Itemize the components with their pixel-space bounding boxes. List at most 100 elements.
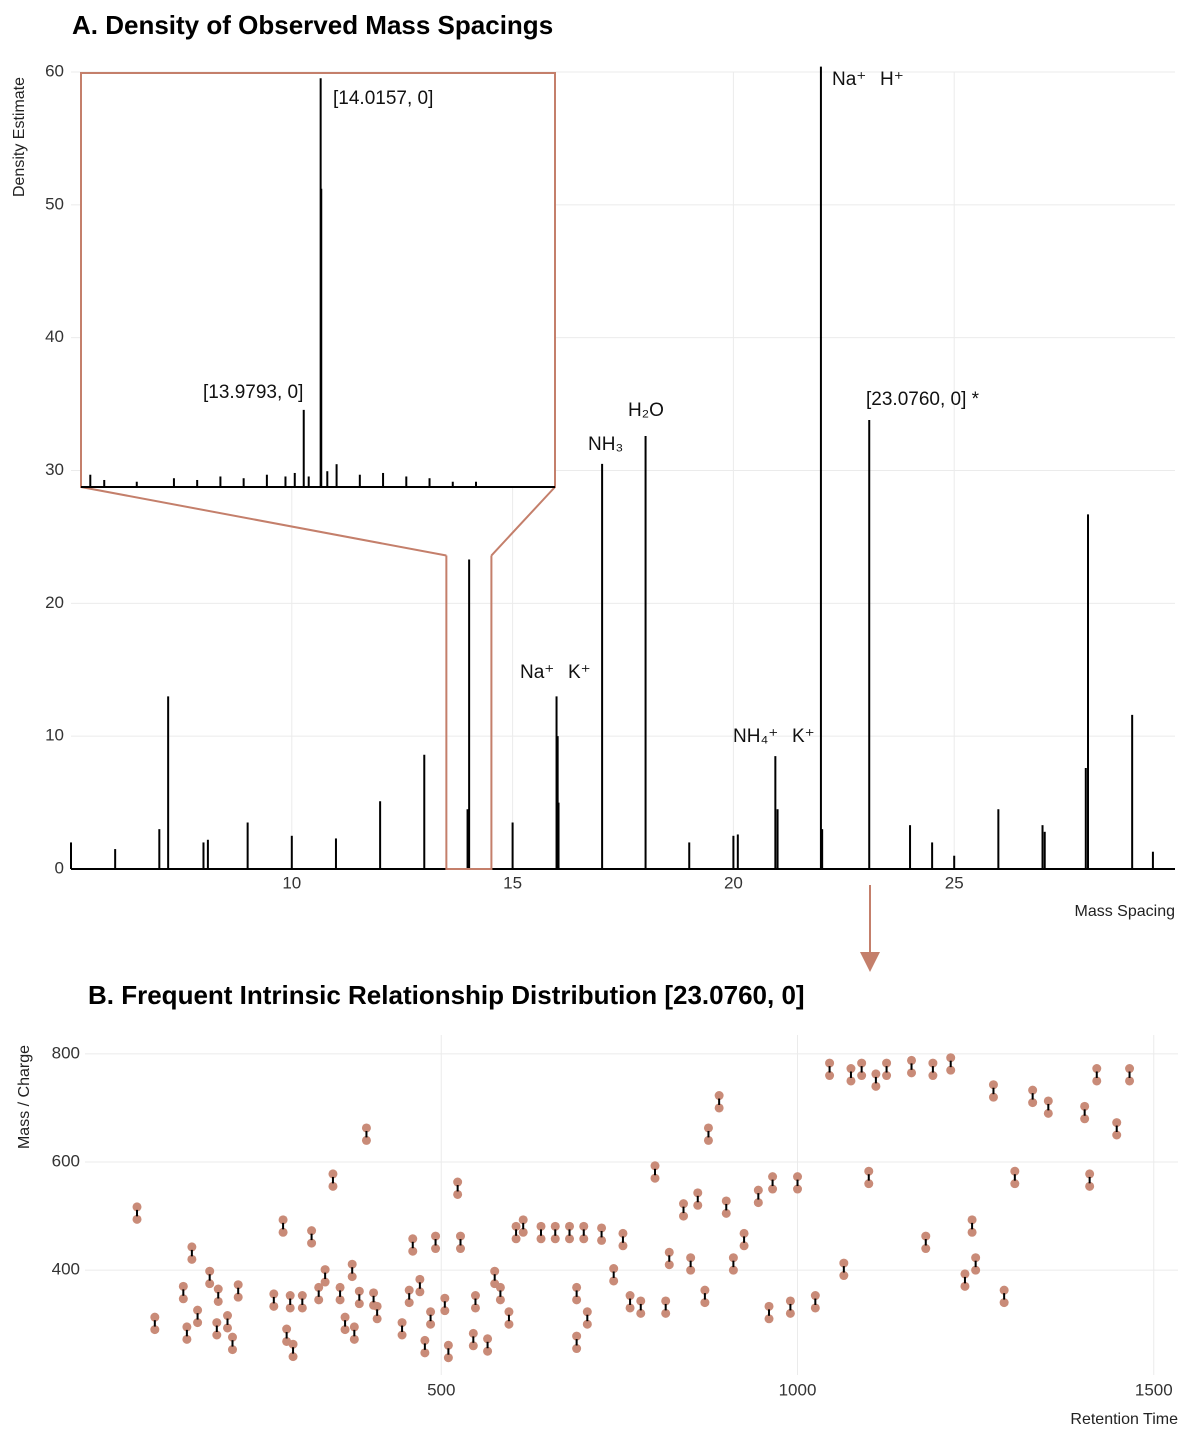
point-low [511,1234,521,1244]
x-axis-label: Mass Spacing [1075,903,1176,920]
x-axis-label: Retention Time [1070,1411,1178,1428]
point-low [703,1135,713,1145]
point-high [739,1228,749,1238]
point-high [550,1221,560,1231]
point-high [504,1307,514,1317]
point-high [278,1215,288,1225]
point-low [1043,1108,1053,1118]
point-low [426,1319,436,1329]
point-low [650,1173,660,1183]
point-high [721,1196,731,1206]
point-low [572,1344,582,1354]
point-high [443,1340,453,1350]
point-high [404,1285,414,1295]
point-high [960,1269,970,1279]
point-low [1112,1130,1122,1140]
point-high [223,1311,233,1321]
point-high [686,1253,696,1263]
point-low [415,1287,425,1297]
point-high [700,1285,710,1295]
point-high [882,1058,892,1068]
point-high [1125,1064,1135,1074]
point-low [1092,1076,1102,1086]
point-high [455,1231,465,1241]
point-low [372,1314,382,1324]
point-high [597,1223,607,1233]
point-high [511,1221,521,1231]
point-high [297,1291,307,1301]
point-low [636,1308,646,1318]
point-low [335,1295,345,1305]
point-low [572,1295,582,1305]
y-tick-label: 600 [52,1152,80,1171]
point-high [415,1274,425,1284]
point-low [431,1244,441,1254]
point-low [714,1103,724,1113]
annotation: H⁺ [880,69,904,90]
point-high [269,1289,279,1299]
annotation: [23.0760, 0] * [866,389,980,410]
y-tick-label: 20 [45,593,64,612]
point-high [764,1301,774,1311]
point-high [907,1055,917,1065]
annotation: NH₄⁺ [733,726,778,747]
x-tick-label: 15 [503,873,522,892]
point-low [483,1346,493,1356]
point-low [693,1200,703,1210]
point-high [846,1064,856,1074]
x-tick-label: 1000 [779,1380,817,1399]
point-low [739,1241,749,1251]
point-low [354,1299,364,1309]
point-low [946,1065,956,1075]
y-tick-label: 40 [45,327,64,346]
point-high [650,1161,660,1171]
point-low [314,1295,324,1305]
point-high [1028,1085,1038,1095]
annotation: Na⁺ [520,662,554,683]
point-low [928,1071,938,1081]
point-low [349,1334,359,1344]
annotation: H₂O [628,400,664,421]
point-low [328,1181,338,1191]
point-low [536,1234,546,1244]
point-high [453,1177,463,1187]
point-high [728,1253,738,1263]
point-high [233,1280,243,1290]
point-low [810,1303,820,1313]
point-high [625,1291,635,1301]
point-low [420,1348,430,1358]
point-high [490,1266,500,1276]
point-low [679,1211,689,1221]
annotation: K⁺ [568,662,591,683]
point-low [618,1241,628,1251]
point-low [178,1294,188,1304]
point-high [1010,1166,1020,1176]
inset-background [80,72,556,488]
point-low [307,1238,317,1248]
point-high [282,1324,292,1334]
point-low [785,1308,795,1318]
point-high [213,1284,223,1294]
point-low [504,1319,514,1329]
y-tick-label: 60 [45,61,64,80]
point-high [793,1172,803,1182]
point-low [579,1234,589,1244]
point-low [455,1244,465,1254]
x-tick-label: 500 [427,1380,455,1399]
point-low [320,1277,330,1287]
point-low [227,1345,237,1355]
point-high [871,1069,881,1079]
point-low [971,1265,981,1275]
y-tick-label: 800 [52,1043,80,1062]
point-high [579,1221,589,1231]
point-low [205,1279,215,1289]
point-high [397,1318,407,1328]
point-low [518,1227,528,1237]
point-low [960,1281,970,1291]
point-high [810,1291,820,1301]
annotation: NH₃ [588,434,623,455]
y-tick-label: 10 [45,726,64,745]
point-high [361,1123,371,1133]
point-high [572,1282,582,1292]
point-high [1080,1101,1090,1111]
